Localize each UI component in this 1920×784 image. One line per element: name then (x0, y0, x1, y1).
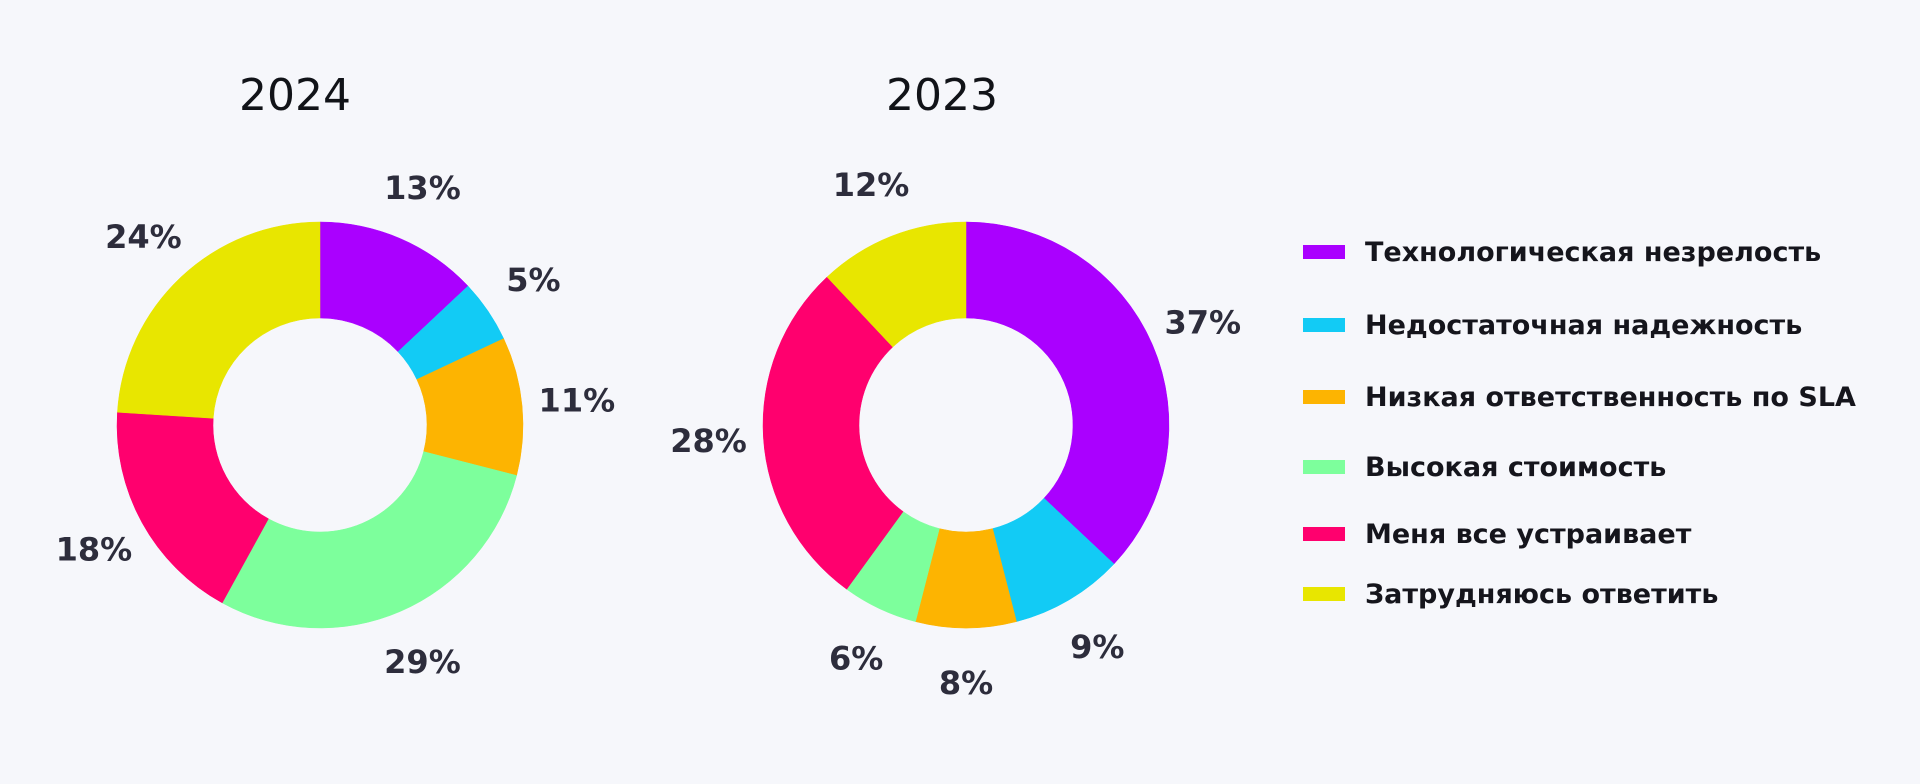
legend-swatch (1303, 318, 1345, 332)
slice-2023-tech-immaturity (965, 221, 1170, 565)
slice-2024-satisfied (116, 411, 269, 604)
legend-swatch (1303, 390, 1345, 404)
slice-2023-hard-to-answer (826, 221, 967, 348)
legend-swatch (1303, 245, 1345, 259)
legend-item-tech-immaturity: Технологическая незрелость (1303, 232, 1821, 272)
slice-label-2024-insufficient-reliability: 5% (506, 261, 560, 299)
slice-label-2024-tech-immaturity: 13% (384, 169, 461, 207)
legend-label: Затрудняюсь ответить (1365, 578, 1719, 610)
slice-label-2023-satisfied: 28% (670, 422, 747, 460)
legend-item-insufficient-reliability: Недостаточная надежность (1303, 305, 1802, 345)
slice-label-2023-high-cost: 6% (829, 639, 883, 677)
legend-item-satisfied: Меня все устраивает (1303, 514, 1691, 554)
legend-swatch (1303, 527, 1345, 541)
legend-item-high-cost: Высокая стоимость (1303, 447, 1666, 487)
legend-label: Меня все устраивает (1365, 518, 1692, 550)
slice-label-2024-hard-to-answer: 24% (105, 218, 182, 256)
legend-label: Недостаточная надежность (1365, 309, 1803, 341)
legend-swatch (1303, 460, 1345, 474)
slice-label-2023-low-sla-responsibility: 8% (939, 664, 993, 702)
slice-label-2024-satisfied: 18% (56, 530, 133, 568)
slice-label-2023-insufficient-reliability: 9% (1070, 628, 1124, 666)
slice-label-2023-tech-immaturity: 37% (1164, 304, 1241, 342)
slice-2023-satisfied (762, 276, 904, 590)
slice-label-2023-hard-to-answer: 12% (833, 166, 910, 204)
legend-label: Высокая стоимость (1365, 451, 1667, 483)
legend-swatch (1303, 587, 1345, 601)
chart-title-2024: 2024 (239, 70, 351, 121)
slice-2024-high-cost (221, 451, 517, 629)
chart-title-2023: 2023 (886, 70, 998, 121)
legend-label: Низкая ответственность по SLA (1365, 381, 1856, 413)
legend-item-hard-to-answer: Затрудняюсь ответить (1303, 574, 1718, 614)
legend-label: Технологическая незрелость (1365, 236, 1822, 268)
slice-2024-hard-to-answer (117, 221, 321, 419)
legend-item-low-sla-responsibility: Низкая ответственность по SLA (1303, 377, 1856, 417)
slice-label-2024-low-sla-responsibility: 11% (539, 382, 616, 420)
slice-label-2024-high-cost: 29% (384, 643, 461, 681)
